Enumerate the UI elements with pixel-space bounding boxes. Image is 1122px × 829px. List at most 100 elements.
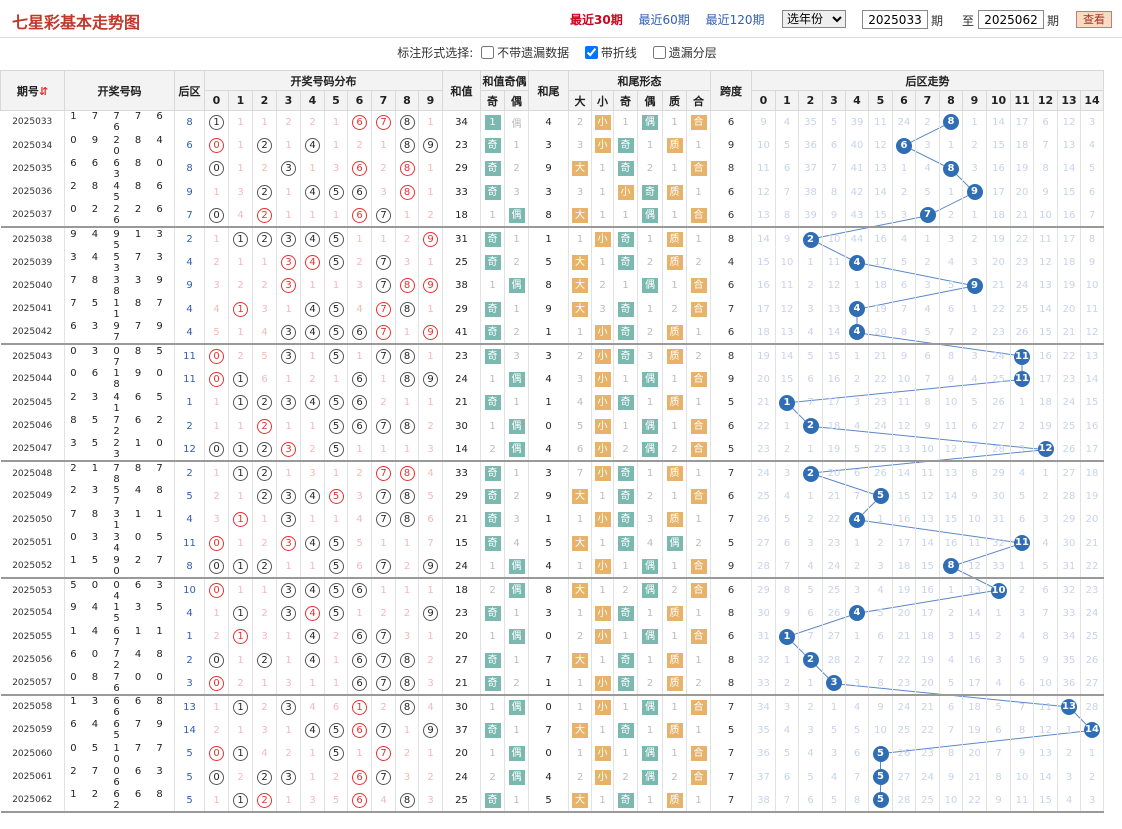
- tail-cell: 1: [528, 508, 569, 532]
- oe-tag: 奇: [484, 301, 501, 317]
- shape-cell: 1: [637, 461, 663, 485]
- miss-value: 2: [261, 280, 268, 292]
- option-line[interactable]: 带折线: [581, 46, 637, 60]
- year-select[interactable]: 选年份: [782, 10, 846, 28]
- trend-cell: 5: [962, 391, 987, 415]
- hit-ball: 7: [376, 652, 391, 668]
- miss-value: 1: [403, 585, 411, 596]
- dist-cell: 1: [418, 157, 443, 181]
- dist-cell: 2: [395, 227, 419, 251]
- dist-cell: 2: [252, 180, 277, 205]
- no-miss-checkbox[interactable]: [481, 46, 495, 59]
- tail-cell: 3: [528, 601, 569, 626]
- shape-cell: 奇: [613, 484, 638, 509]
- trend-miss: 6: [1088, 186, 1096, 198]
- trend-miss: 17: [1062, 234, 1076, 246]
- miss-value: 4: [237, 209, 244, 221]
- trend-cell: 6: [1010, 671, 1034, 697]
- trend-miss: 12: [1039, 257, 1052, 269]
- dist-cell: 2: [371, 391, 396, 415]
- hit-ball: 5: [328, 441, 344, 457]
- range-30-link[interactable]: 最近30期: [570, 13, 623, 27]
- shape-cell: 2: [637, 157, 663, 181]
- shape-miss: 1: [576, 607, 584, 619]
- dist-cell: 1: [395, 204, 419, 229]
- trend-miss: 4: [947, 257, 955, 269]
- trend-miss: 14: [944, 490, 958, 502]
- shape-miss: 2: [599, 280, 606, 292]
- layer-checkbox[interactable]: [652, 46, 666, 59]
- dist-cell: 1: [300, 742, 325, 766]
- oe-cell: 1: [480, 414, 505, 438]
- trend-cell: 12: [939, 437, 963, 463]
- range-120-link[interactable]: 最近120期: [705, 13, 765, 27]
- trend-cell: 2: [868, 531, 893, 555]
- oe-cell: 2: [504, 484, 529, 509]
- dist-cell: 1: [228, 250, 253, 275]
- trend-cell: 15: [822, 344, 846, 368]
- trend-cell: 9: [1033, 648, 1058, 672]
- trend-cell: 17: [1010, 110, 1034, 134]
- hit-ball: 5: [328, 605, 344, 621]
- shape-tag: 质: [666, 324, 683, 340]
- shape-tag: 奇: [617, 792, 634, 808]
- trend-miss: 15: [1062, 186, 1076, 198]
- shape-tag: 大: [572, 207, 588, 223]
- trend-cell: 24: [986, 344, 1011, 368]
- dist-cell: 1: [228, 788, 253, 814]
- shape-tag: 大: [572, 488, 588, 504]
- oe-cell: 偶: [504, 437, 529, 463]
- query-button[interactable]: 查看: [1076, 11, 1112, 28]
- table-row: 2025048 2 1 7 8 7 8 2 1 1 2 1 3 1 2 7 8 4 33 奇 1 3 7 小奇 1 质 1…: [0, 461, 1104, 485]
- trend-cell: 4: [868, 578, 893, 602]
- dist-cell: 2: [300, 367, 325, 392]
- col-period[interactable]: 期号⇵: [0, 70, 65, 111]
- shape-cell: 奇: [613, 250, 638, 275]
- trend-miss: 15: [827, 351, 841, 363]
- trend-miss: 6: [900, 280, 908, 292]
- option-layer[interactable]: 遗漏分层: [649, 46, 717, 60]
- hit-ball: 8: [399, 114, 415, 130]
- hit-ball: 4: [305, 324, 320, 340]
- oe-tag: 奇: [484, 161, 501, 177]
- hit-ball: 0: [209, 138, 224, 154]
- miss-value: 2: [261, 701, 268, 713]
- miss-value: 3: [356, 280, 363, 292]
- dist-cell: 1: [395, 391, 419, 415]
- trend-cell: 8: [1033, 625, 1058, 649]
- miss-value: 1: [285, 654, 292, 666]
- trend-cell: 39: [798, 204, 823, 229]
- table-row: 2025056 6 0 7 4 8 2 2 0 1 2 1 4 1 6 7 8 2 27 奇 1 7 大 1 奇 1 质 1…: [0, 648, 1104, 672]
- dist-cell: 6: [347, 391, 372, 415]
- trend-miss: 5: [830, 794, 838, 806]
- shape-cell: 1: [613, 110, 638, 134]
- miss-value: 2: [285, 116, 292, 128]
- dist-cell: 2: [252, 204, 277, 229]
- trend-miss: 7: [807, 631, 814, 643]
- hit-ball: 4: [305, 488, 320, 504]
- miss-value: 1: [309, 420, 316, 432]
- shape-miss: 3: [599, 303, 606, 315]
- shape-miss: 1: [695, 186, 702, 198]
- oe-tag: 奇: [484, 652, 501, 668]
- from-period-input[interactable]: [862, 10, 928, 29]
- trend-miss: 5: [971, 397, 978, 409]
- trend-miss: 1: [971, 116, 978, 128]
- line-checkbox[interactable]: [584, 46, 598, 59]
- dist-cell: 2: [252, 274, 277, 298]
- to-period-input[interactable]: [978, 10, 1044, 29]
- hit-ball: 5: [328, 232, 344, 248]
- trend-miss: 5: [1088, 163, 1096, 175]
- trend-miss: 3: [971, 351, 978, 363]
- trend-miss: 5: [924, 326, 931, 338]
- table-row: 2025049 2 3 5 4 8 7 5 2 1 2 3 4 5 3 7 8 5 29 奇 2 9 大 1 奇 2 1 合…: [0, 484, 1104, 509]
- shape-cell: 4: [637, 531, 663, 555]
- digit-header-2: 2: [252, 90, 277, 111]
- trend-cell: 2: [915, 250, 940, 275]
- dist-cell: 0: [204, 133, 229, 158]
- shape-cell: 1: [637, 227, 663, 251]
- option-no-miss[interactable]: 不带遗漏数据: [477, 46, 569, 60]
- dist-cell: 4: [300, 648, 325, 672]
- range-60-link[interactable]: 最近60期: [638, 13, 690, 27]
- oe-cell: 3: [504, 344, 529, 368]
